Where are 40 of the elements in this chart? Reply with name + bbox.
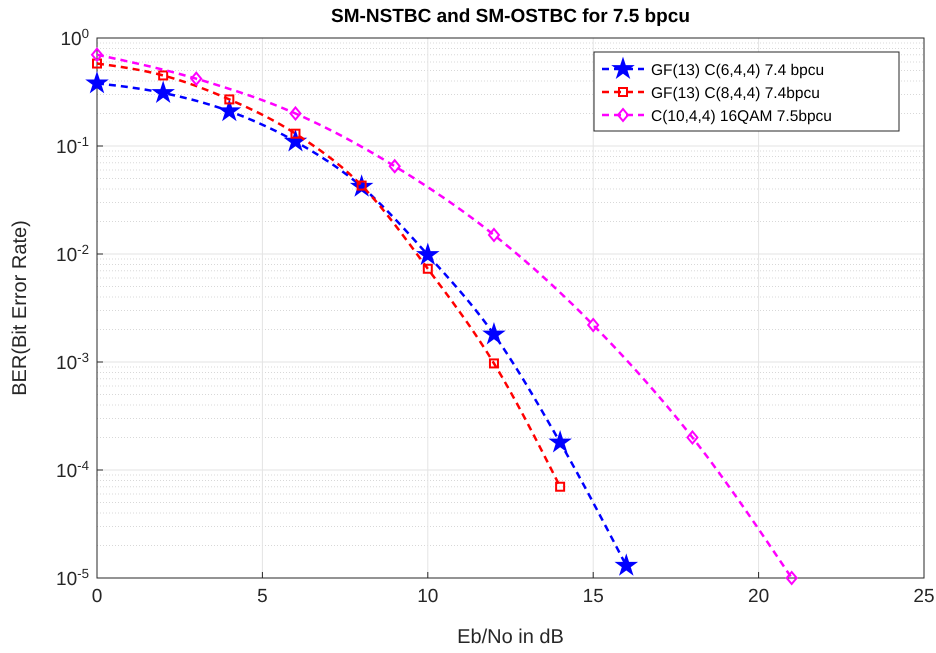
legend-label: GF(13) C(8,4,4) 7.4bpcu — [651, 85, 820, 102]
point — [218, 100, 240, 120]
point — [158, 70, 168, 80]
chart-title: SM-NSTBC and SM-OSTBC for 7.5 bpcu — [331, 6, 690, 27]
x-tick-label: 0 — [92, 586, 102, 607]
point — [388, 159, 401, 174]
point — [422, 264, 433, 274]
y-tick-label: 10$^{-1}$ — [56, 134, 89, 158]
point — [86, 72, 108, 93]
y-tick-label: 10$^{0}$ — [60, 26, 89, 50]
point — [152, 82, 174, 102]
y-tick-label: 10$^{-4}$ — [56, 458, 89, 482]
point — [587, 318, 600, 332]
y-tick-label: 10$^{-3}$ — [56, 350, 89, 374]
point — [488, 228, 500, 242]
point — [224, 94, 234, 104]
x-tick-label: 10 — [417, 586, 438, 607]
x-tick-label: 25 — [913, 586, 935, 607]
point — [549, 431, 571, 452]
point — [686, 430, 698, 444]
x-tick-label: 5 — [257, 586, 268, 607]
legend-label: GF(13) C(6,4,4) 7.4 bpcu — [651, 62, 824, 79]
point — [91, 48, 103, 62]
y-axis-title: BER(Bit Error Rate) — [9, 220, 31, 396]
point — [483, 323, 505, 344]
point — [555, 482, 566, 492]
legend-label: C(10,4,4) 16QAM 7.5bpcu — [651, 108, 832, 125]
y-tick-label: 10$^{-2}$ — [56, 242, 89, 266]
point — [616, 554, 638, 575]
x-axis-title: Eb/No in dB — [457, 626, 564, 648]
x-tick-label: 15 — [582, 586, 604, 607]
point — [290, 128, 300, 139]
point — [190, 72, 202, 86]
point — [488, 358, 499, 368]
x-tick-label: 20 — [748, 586, 770, 607]
point — [92, 58, 102, 69]
point — [289, 106, 302, 120]
point — [786, 571, 798, 585]
point — [417, 244, 439, 264]
y-tick-label: 10$^{-5}$ — [56, 566, 89, 590]
